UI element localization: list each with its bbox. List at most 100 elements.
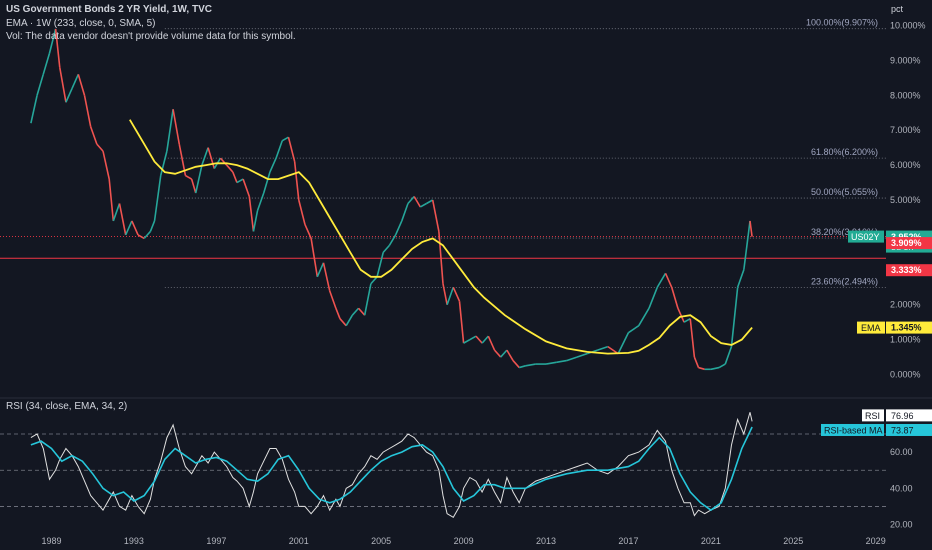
price-segment <box>335 307 341 319</box>
y-tick-label: 0.000% <box>890 370 921 380</box>
price-segment <box>382 244 391 253</box>
price-segment <box>236 178 244 184</box>
ema-label: EMA <box>861 323 881 333</box>
price-segment <box>597 345 609 351</box>
fib-level-label: 50.00%(5.055%) <box>811 187 878 197</box>
price-segment <box>159 150 168 176</box>
price-segment <box>724 346 733 365</box>
price-segment <box>190 178 197 194</box>
fib-level-label: 61.80%(6.200%) <box>811 147 878 157</box>
price-tag-3909-bg <box>886 237 932 250</box>
y-tick-label: 1.000% <box>890 335 921 345</box>
x-tick-label: 2013 <box>536 536 556 546</box>
fibonacci-levels[interactable]: 100.00%(9.907%) 61.80%(6.200%) 50.00%(5.05… <box>0 18 886 288</box>
price-segment <box>102 150 110 180</box>
price-segment <box>287 136 296 162</box>
price-segment <box>677 307 685 323</box>
price-segment <box>407 195 415 205</box>
price-segment <box>698 366 705 371</box>
x-tick-label: 1997 <box>206 536 226 546</box>
price-segment <box>328 290 337 309</box>
price-segment <box>683 317 691 323</box>
price-segment <box>207 147 216 169</box>
price-segment <box>363 283 372 316</box>
volume-note: Vol: The data vendor doesn't provide vol… <box>6 31 296 42</box>
rsi-value: 76.96 <box>891 411 914 421</box>
price-segment <box>118 203 127 236</box>
x-tick-label: 2005 <box>371 536 391 546</box>
price-segment <box>664 272 673 288</box>
price-segment <box>576 352 588 358</box>
price-segment <box>316 262 325 278</box>
price-segment <box>545 361 557 365</box>
price-segment <box>339 318 347 327</box>
price-segment <box>670 287 679 309</box>
price-segment <box>506 349 514 361</box>
x-tick-label: 1993 <box>124 536 144 546</box>
rsi-ma-value: 73.87 <box>891 425 914 435</box>
fib-level-label: 100.00%(9.907%) <box>806 18 878 28</box>
price-segment <box>519 365 526 369</box>
price-segment <box>749 220 753 237</box>
price-segment <box>426 199 434 205</box>
price-segment <box>262 171 271 194</box>
price-segment <box>442 283 448 305</box>
x-tick-label: 1989 <box>41 536 61 546</box>
price-segment <box>566 356 578 362</box>
price-segment <box>648 286 659 309</box>
price-segment <box>656 272 667 288</box>
price-segment <box>252 210 259 232</box>
price-segment <box>469 335 477 341</box>
rsi-y-tick-label: 40.00 <box>890 483 913 493</box>
rsi-y-tick-label: 60.00 <box>890 447 913 457</box>
price-tag-3333: 3.333% <box>891 265 922 275</box>
rsi-y-tick-label: 20.00 <box>890 520 913 530</box>
price-segment <box>71 74 80 89</box>
ema-indicator-legend[interactable]: EMA · 1W (233, close, 0, SMA, 5) <box>6 18 156 29</box>
price-segment <box>201 147 209 166</box>
y-tick-label: 9.000% <box>890 55 921 65</box>
price-segment <box>310 238 319 277</box>
price-segment <box>48 28 57 54</box>
price-segment <box>718 363 726 369</box>
price-segment <box>413 196 422 208</box>
rsi-ma-line <box>30 426 753 512</box>
price-segment <box>357 307 366 316</box>
symbol-tag: US02Y <box>851 232 880 242</box>
price-segment <box>153 175 162 222</box>
axes: 0.000%1.000%2.000%3.000%4.000%5.000%6.00… <box>41 20 925 546</box>
price-segment <box>487 335 496 351</box>
x-tick-label: 2025 <box>783 536 803 546</box>
price-segment <box>370 276 378 285</box>
price-segment <box>743 220 751 270</box>
price-segment <box>401 203 409 222</box>
price-segment <box>693 356 700 368</box>
x-tick-label: 2017 <box>618 536 638 546</box>
price-segment <box>638 307 650 327</box>
price-segment <box>556 359 567 364</box>
price-segment <box>388 234 397 246</box>
rsi-legend[interactable]: RSI (34, close, EMA, 34, 2) <box>6 401 128 412</box>
price-segment <box>242 178 251 197</box>
y-tick-label: 7.000% <box>890 125 921 135</box>
x-tick-label: 2021 <box>701 536 721 546</box>
price-segment <box>512 360 520 369</box>
price-segment <box>304 224 312 239</box>
price-segment <box>452 286 461 302</box>
price-segment <box>54 28 61 68</box>
price-segment <box>42 53 51 75</box>
price-segment <box>226 164 234 173</box>
fib-level-label: 23.60%(2.494%) <box>811 276 878 286</box>
price-segment <box>30 95 38 124</box>
rsi-ma-name-bg <box>821 423 884 436</box>
price-segment <box>65 87 73 103</box>
price-segment <box>194 164 203 194</box>
price-segment <box>322 262 331 291</box>
symbol-tag-bg <box>848 230 884 243</box>
ema-value-tag: 1.345% <box>891 323 922 333</box>
price-segment <box>493 349 502 358</box>
price-segment <box>131 220 139 236</box>
price-segment <box>275 140 284 159</box>
